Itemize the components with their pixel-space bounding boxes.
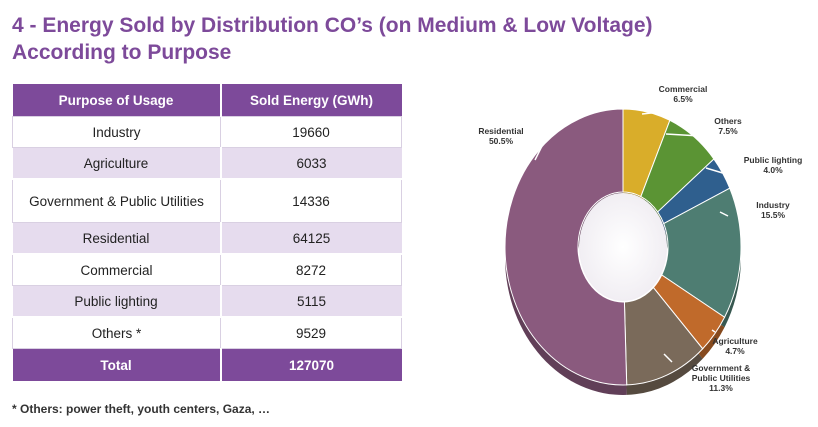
cell-value: 64125 <box>220 222 402 255</box>
table-row: Residential 64125 <box>12 222 402 255</box>
cell-value: 5115 <box>220 285 402 318</box>
slice-label: Industry 15.5% <box>756 200 790 220</box>
cell-purpose: Public lighting <box>12 285 222 318</box>
leader-line <box>534 139 546 161</box>
cell-value: 14336 <box>220 178 402 223</box>
cell-purpose: Agriculture <box>12 147 222 180</box>
table-total-row: Total 127070 <box>12 348 402 383</box>
cell-purpose: Industry <box>12 116 221 148</box>
slice-label: Agriculture 4.7% <box>712 336 758 356</box>
slice-labels-layer: Commercial 6.5% Others 7.5%Public lighting 4… <box>478 84 802 393</box>
table-row: Government & Public Utilities 14336 <box>12 178 402 223</box>
title-line-1: 4 - Energy Sold by Distribution CO’s (on… <box>12 14 653 37</box>
cell-total-value: 127070 <box>220 348 402 383</box>
column-header-purpose: Purpose of Usage <box>12 84 222 117</box>
donut-slices-layer <box>504 108 742 386</box>
leader-line <box>705 167 727 175</box>
energy-table: Purpose of Usage Sold Energy (GWh) Indus… <box>12 84 402 383</box>
table-row: Public lighting 5115 <box>12 285 402 318</box>
page-title: 4 - Energy Sold by Distribution CO’s (on… <box>12 12 712 66</box>
slice-label: Public lighting 4.0% <box>744 155 803 175</box>
slice-industry <box>661 187 742 318</box>
cell-purpose: Commercial <box>12 253 221 286</box>
donut-hole <box>579 193 667 301</box>
cell-purpose: Government & Public Utilities <box>12 178 221 223</box>
leader-line <box>663 353 673 363</box>
cell-value: 8272 <box>220 253 402 286</box>
cell-value: 6033 <box>220 147 402 180</box>
cell-total-label: Total <box>12 348 222 383</box>
slice-residential <box>504 108 628 386</box>
table-row: Agriculture 6033 <box>12 147 402 180</box>
slice-label: Government & Public Utilities 11.3% <box>692 363 751 393</box>
table-row: Others * 9529 <box>12 316 402 349</box>
leader-line <box>719 211 729 217</box>
slice-label: Residential 50.5% <box>478 126 523 146</box>
cell-purpose: Residential <box>12 222 222 255</box>
cell-purpose: Others * <box>12 316 221 349</box>
leader-line <box>641 111 661 115</box>
column-header-sold-energy: Sold Energy (GWh) <box>220 84 402 117</box>
cell-value: 9529 <box>220 316 402 349</box>
table-row: Industry 19660 <box>12 116 402 148</box>
footnote: * Others: power theft, youth centers, Ga… <box>12 402 271 416</box>
leader-lines-layer <box>534 111 729 363</box>
leader-line <box>665 133 701 137</box>
leader-line <box>711 329 716 333</box>
title-line-2: According to Purpose <box>12 41 232 64</box>
slice-label: Others 7.5% <box>714 116 742 136</box>
table-row: Commercial 8272 <box>12 253 402 286</box>
cell-value: 19660 <box>220 116 402 148</box>
table-header-row: Purpose of Usage Sold Energy (GWh) <box>12 84 402 117</box>
slice-label: Commercial 6.5% <box>659 84 708 104</box>
